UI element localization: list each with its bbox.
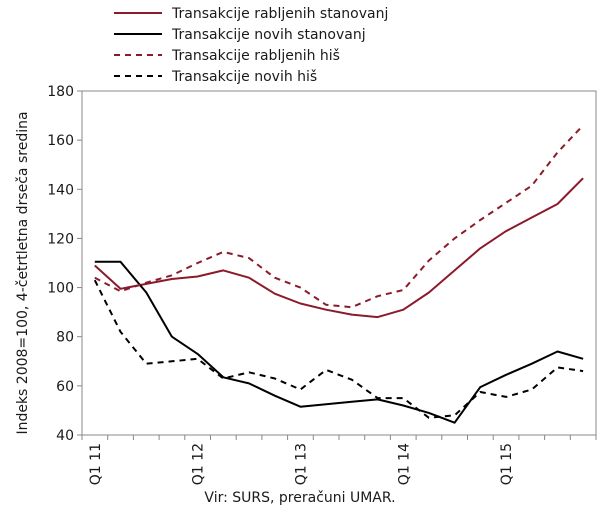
series-line-3 (94, 124, 584, 309)
y-tick-label: 100 (47, 281, 74, 297)
plot-area-frame (81, 90, 597, 436)
y-tick-label: 120 (47, 231, 74, 247)
y-tick-label: 40 (56, 428, 74, 444)
x-tick-label: Q1 12 (191, 443, 207, 485)
y-axis-title: Indeks 2008=100, 4-četrtletna drseča sre… (15, 111, 31, 434)
source-note: Vir: SURS, preračuni UMAR. (204, 490, 395, 506)
y-tick-label: 60 (56, 379, 74, 395)
series-line-2 (94, 260, 584, 424)
y-tick-label: 180 (47, 84, 74, 100)
y-tick-label: 80 (56, 330, 74, 346)
legend-label: Transakcije novih hiš (171, 69, 317, 85)
x-tick-label: Q1 15 (499, 443, 515, 485)
chart-series (93, 124, 584, 424)
legend-label: Transakcije rabljenih stanovanj (171, 6, 388, 22)
series-line-1 (94, 177, 584, 319)
legend-label: Transakcije rabljenih hiš (171, 48, 340, 64)
y-tick-label: 160 (47, 133, 74, 149)
series-line-4 (93, 279, 584, 419)
x-tick-label: Q1 13 (293, 443, 309, 485)
chart-axes: 40 60 80 100 120 140 160 180 Q1 11 Q1 12 Q1 13 Q1 1… (47, 84, 597, 485)
legend-label: Transakcije novih stanovanj (171, 27, 366, 43)
x-tick-label: Q1 14 (396, 443, 412, 485)
y-tick-label: 140 (47, 182, 74, 198)
chart-legend: Transakcije rabljenih stanovanj Transakci… (114, 6, 388, 85)
x-tick-label: Q1 11 (88, 443, 104, 485)
